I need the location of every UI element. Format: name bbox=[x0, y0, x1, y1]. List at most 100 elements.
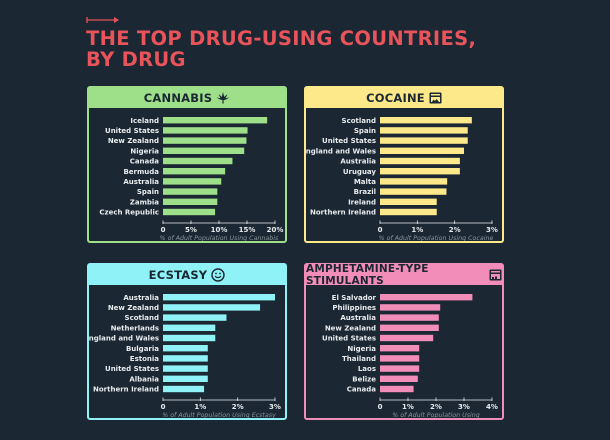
cocaine-box-icon bbox=[429, 92, 442, 104]
amphetamine-category-label: Nigeria bbox=[347, 345, 376, 353]
page-title-line-2: BY DRUG bbox=[86, 48, 186, 71]
cocaine-bar bbox=[380, 208, 437, 216]
ecstasy-axis-title: % of Adult Population Using Ecstasy bbox=[162, 411, 276, 418]
amphetamine-category-label: Australia bbox=[340, 314, 376, 322]
ecstasy-category-label: Scotland bbox=[125, 314, 159, 322]
cocaine-tick-label: 1% bbox=[411, 226, 423, 234]
cannabis-bar bbox=[163, 147, 245, 154]
ecstasy-category-label: Estonia bbox=[130, 355, 159, 363]
smiley-face-icon bbox=[211, 268, 226, 282]
ecstasy-tick-label: 1% bbox=[194, 403, 206, 411]
amphetamine-category-label: United States bbox=[322, 335, 376, 343]
ecstasy-bar bbox=[163, 314, 227, 321]
amphetamine-tick-label: 3% bbox=[458, 403, 470, 411]
ecstasy-category-label: United States bbox=[105, 365, 159, 373]
amphetamine-bar bbox=[380, 355, 420, 362]
cocaine-bar bbox=[380, 188, 447, 195]
amphetamine-panel-title: AMPHETAMINE-TYPE STIMULANTS bbox=[306, 263, 429, 287]
cocaine-category-label: Northern Ireland bbox=[310, 209, 376, 217]
amphetamine-category-label: New Zealand bbox=[325, 324, 376, 332]
amphetamine-bar bbox=[380, 345, 420, 352]
cocaine-chart: Scotland Spain United States England and Wa… bbox=[306, 117, 498, 241]
amphetamine-tick-label: 4% bbox=[486, 403, 498, 411]
ecstasy-chart: Australia New Zealand Scotland Netherlands E… bbox=[89, 294, 281, 418]
cocaine-category-label: Scotland bbox=[342, 117, 376, 125]
cocaine-category-label: England and Wales bbox=[306, 147, 376, 155]
cocaine-tick-label: 0 bbox=[378, 226, 383, 234]
cocaine-bar bbox=[380, 168, 460, 175]
cocaine-panel-title: COCAINE bbox=[366, 91, 425, 105]
ecstasy-bar bbox=[163, 365, 208, 372]
ecstasy-panel-header: ECSTASY bbox=[89, 265, 285, 285]
cannabis-tick-label: 0 bbox=[161, 226, 166, 234]
cannabis-bar bbox=[163, 178, 222, 185]
cocaine-category-label: Uruguay bbox=[343, 168, 377, 176]
cocaine-bar bbox=[380, 198, 437, 205]
cocaine-category-label: Australia bbox=[340, 158, 376, 166]
amphetamine-bar bbox=[380, 314, 439, 321]
cannabis-category-label: Nigeria bbox=[130, 147, 159, 155]
amphetamine-bar bbox=[380, 375, 418, 382]
amphetamine-category-label: Laos bbox=[358, 365, 376, 373]
cannabis-bar bbox=[163, 198, 218, 205]
cocaine-bar bbox=[380, 157, 460, 165]
cannabis-leaf-icon bbox=[216, 92, 230, 104]
ecstasy-panel-title: ECSTASY bbox=[148, 268, 208, 282]
ecstasy-bar bbox=[163, 294, 275, 301]
cannabis-category-label: Czech Republic bbox=[99, 209, 159, 217]
cannabis-category-label: New Zealand bbox=[108, 137, 159, 145]
cannabis-panel-header: CANNABIS bbox=[89, 88, 285, 108]
cocaine-bar bbox=[380, 137, 468, 144]
page-title: THE TOP DRUG-USING COUNTRIES, BY DRUG bbox=[86, 28, 476, 70]
cocaine-bar bbox=[380, 117, 472, 124]
cannabis-tick-label: 15% bbox=[239, 226, 256, 234]
cannabis-category-label: United States bbox=[105, 127, 159, 135]
ecstasy-bar bbox=[163, 345, 208, 352]
cannabis-category-label: Iceland bbox=[130, 117, 159, 125]
amphetamine-tick-label: 0 bbox=[378, 403, 383, 411]
amphetamine-bar bbox=[380, 294, 473, 301]
amphetamine-tick-label: 2% bbox=[430, 403, 442, 411]
cannabis-bar bbox=[163, 208, 216, 216]
cocaine-panel: COCAINE Scotland Spain United States Englan… bbox=[304, 86, 504, 243]
cannabis-bar bbox=[163, 168, 226, 175]
amphetamine-panel-header: AMPHETAMINE-TYPE STIMULANTS bbox=[306, 263, 502, 287]
cannabis-bar bbox=[163, 157, 233, 165]
amphetamine-panel: AMPHETAMINE-TYPE STIMULANTS El Salvador P… bbox=[304, 263, 504, 420]
cannabis-bar bbox=[163, 137, 247, 144]
cannabis-category-label: Zambia bbox=[130, 198, 160, 206]
cannabis-axis-title: % of Adult Population Using Cannabis bbox=[160, 234, 279, 241]
ecstasy-bar bbox=[163, 304, 261, 311]
ecstasy-bar bbox=[163, 355, 208, 362]
ecstasy-panel: ECSTASY Australia New Zealand Scotland Neth… bbox=[87, 263, 287, 420]
cocaine-tick-label: 2% bbox=[449, 226, 461, 234]
cocaine-bar bbox=[380, 127, 468, 134]
cocaine-bar bbox=[380, 178, 448, 185]
cocaine-category-label: United States bbox=[322, 137, 376, 145]
cannabis-tick-label: 5% bbox=[185, 226, 197, 234]
cocaine-category-label: Ireland bbox=[348, 198, 376, 206]
amphetamine-category-label: Belize bbox=[352, 375, 376, 383]
cannabis-category-label: Australia bbox=[123, 178, 159, 186]
amphetamine-bar bbox=[380, 385, 414, 393]
amphetamine-category-label: El Salvador bbox=[332, 294, 377, 302]
cocaine-bar bbox=[380, 147, 464, 154]
ecstasy-category-label: Netherlands bbox=[111, 324, 159, 332]
ecstasy-category-label: England and Wales bbox=[89, 335, 159, 343]
arrow-icon bbox=[86, 17, 119, 23]
ecstasy-bar bbox=[163, 385, 205, 393]
ecstasy-tick-label: 0 bbox=[161, 403, 166, 411]
page-title-line-1: THE TOP DRUG-USING COUNTRIES, bbox=[86, 27, 477, 50]
cocaine-category-label: Brazil bbox=[354, 188, 376, 196]
amphetamine-bar bbox=[380, 324, 439, 331]
cocaine-category-label: Malta bbox=[354, 178, 376, 186]
ecstasy-bar bbox=[163, 334, 216, 342]
amphetamine-axis-title: % of Adult Population Using bbox=[392, 411, 480, 418]
ecstasy-category-label: Northern Ireland bbox=[93, 386, 159, 394]
ecstasy-tick-label: 2% bbox=[232, 403, 244, 411]
cannabis-bar bbox=[163, 117, 268, 124]
amphetamine-bar bbox=[380, 334, 434, 342]
amphetamine-category-label: Philippines bbox=[332, 304, 376, 312]
ecstasy-bar bbox=[163, 324, 216, 331]
cocaine-axis-title: % of Adult Population Using Cocaine bbox=[379, 234, 494, 241]
